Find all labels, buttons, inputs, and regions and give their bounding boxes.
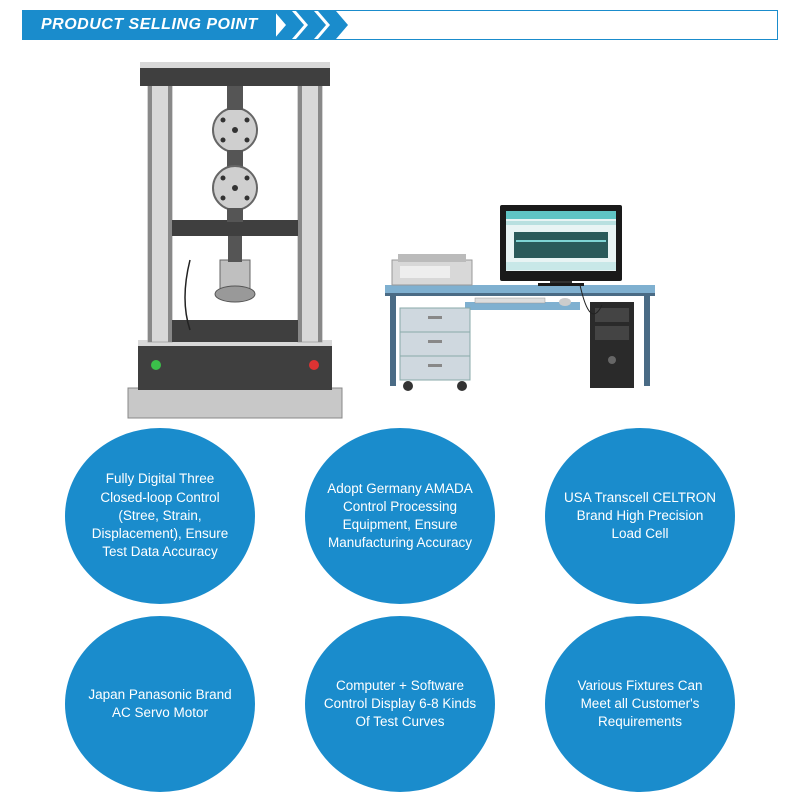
selling-point-text: Adopt Germany AMADA Control Processing E… (323, 480, 477, 553)
header-arrows-area (276, 11, 777, 39)
selling-point-text: Computer + Software Control Display 6-8 … (323, 677, 477, 732)
selling-point-circle: Japan Panasonic Brand AC Servo Motor (65, 616, 255, 792)
computer-desk-illustration (380, 190, 680, 400)
section-title: PRODUCT SELLING POINT (23, 11, 276, 39)
page-container: PRODUCT SELLING POINT (0, 0, 800, 800)
selling-point-text: Fully Digital Three Closed-loop Control … (83, 470, 237, 561)
chevron-right-icon (274, 11, 354, 39)
testing-machine-illustration (120, 60, 350, 420)
selling-point-text: USA Transcell CELTRON Brand High Precisi… (563, 489, 717, 544)
section-header: PRODUCT SELLING POINT (22, 10, 778, 40)
selling-point-circle: USA Transcell CELTRON Brand High Precisi… (545, 428, 735, 604)
selling-point-circle: Various Fixtures Can Meet all Customer's… (545, 616, 735, 792)
selling-point-text: Various Fixtures Can Meet all Customer's… (563, 677, 717, 732)
selling-point-circle: Fully Digital Three Closed-loop Control … (65, 428, 255, 604)
selling-point-text: Japan Panasonic Brand AC Servo Motor (83, 686, 237, 722)
selling-point-circle: Computer + Software Control Display 6-8 … (305, 616, 495, 792)
selling-point-circle: Adopt Germany AMADA Control Processing E… (305, 428, 495, 604)
selling-point-circles: Fully Digital Three Closed-loop Control … (22, 420, 778, 792)
product-illustration (22, 40, 778, 420)
